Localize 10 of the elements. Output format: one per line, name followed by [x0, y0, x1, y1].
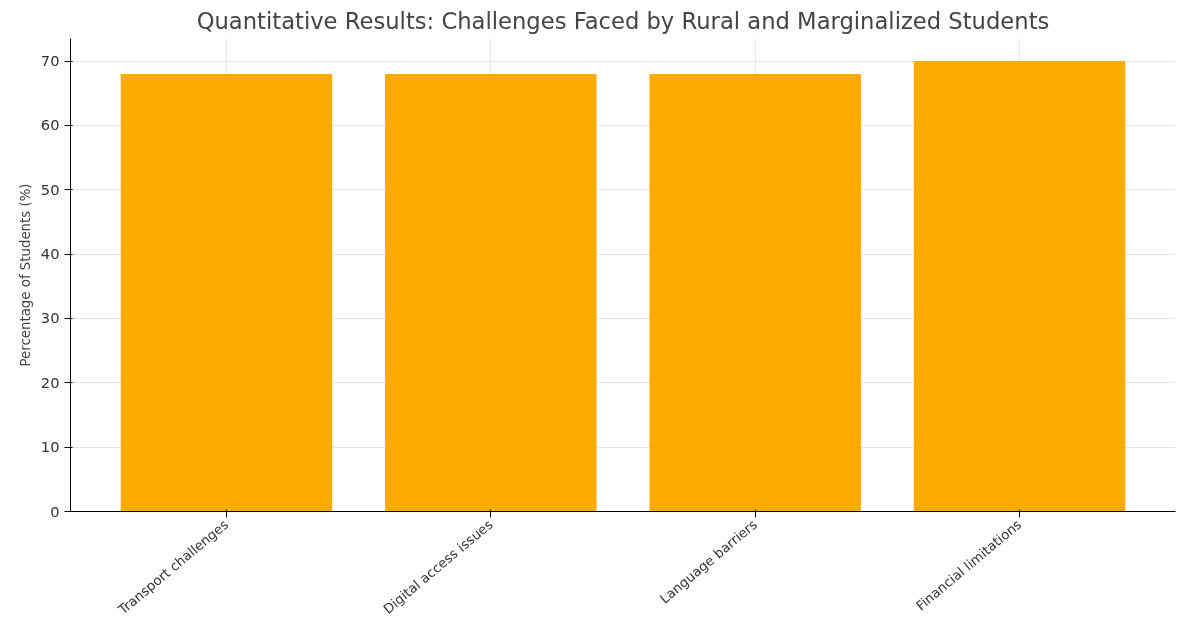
y-axis-title: Percentage of Students (%) — [17, 183, 33, 367]
y-tick-label: 0 — [50, 502, 60, 520]
y-tick-label: 70 — [40, 52, 60, 70]
y-tick-label: 50 — [40, 180, 60, 198]
y-tick-label: 30 — [40, 309, 60, 327]
y-tick-label: 20 — [40, 373, 60, 391]
y-tick-label: 10 — [40, 438, 60, 456]
chart-title: Quantitative Results: Challenges Faced by Rural and Marginalized Students — [196, 7, 1050, 34]
y-tick-label: 60 — [40, 116, 60, 134]
y-tick-label: 40 — [40, 245, 60, 263]
